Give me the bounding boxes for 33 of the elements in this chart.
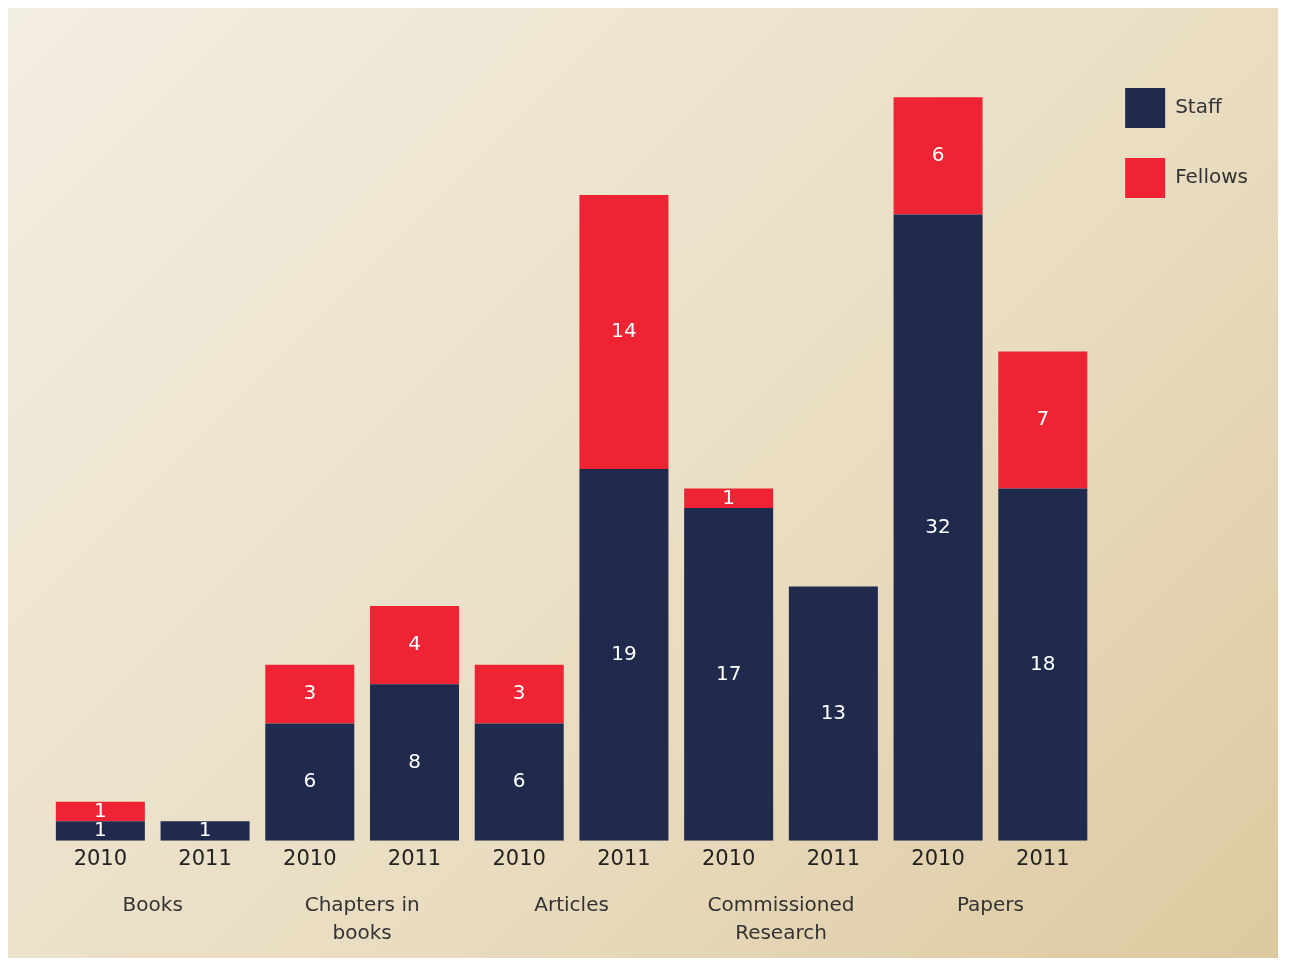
data-label: 6 [303, 768, 317, 793]
data-label: 1 [722, 484, 736, 509]
data-label: 13 [820, 699, 847, 724]
data-label: 7 [1036, 406, 1050, 431]
legend-label: Staff [1175, 94, 1223, 119]
x-tick-label: 2011 [1016, 845, 1070, 870]
x-tick-label: 2010 [701, 845, 756, 870]
text: Papers [956, 892, 1024, 917]
data-label: 32 [925, 513, 951, 538]
data-label: 19 [611, 641, 637, 666]
text: Commissioned Research [707, 892, 855, 945]
text: Articles [534, 892, 609, 917]
data-label: 8 [408, 748, 421, 773]
x-tick-label: 2011 [387, 845, 442, 870]
x-tick-label: 2011 [178, 845, 232, 870]
data-label: 1 [198, 817, 212, 842]
text: Chapters in books [304, 892, 420, 945]
data-label: 6 [931, 142, 945, 167]
data-label: 17 [715, 660, 742, 685]
legend-label: Fellows [1175, 164, 1248, 189]
x-tick-label: 2011 [806, 845, 861, 870]
x-tick-label: 2011 [597, 845, 651, 870]
x-tick-label: 2010 [283, 845, 337, 870]
data-label: 3 [303, 680, 317, 705]
data-label: 4 [408, 631, 421, 656]
data-label: 3 [512, 680, 526, 705]
data-label: 14 [611, 318, 637, 343]
data-label: 18 [1030, 650, 1056, 675]
text: Books [122, 892, 183, 917]
x-tick-label: 2010 [911, 845, 965, 870]
x-tick-label: 2010 [492, 845, 546, 870]
data-label: 6 [512, 768, 526, 793]
x-tick-label: 2010 [73, 845, 128, 870]
